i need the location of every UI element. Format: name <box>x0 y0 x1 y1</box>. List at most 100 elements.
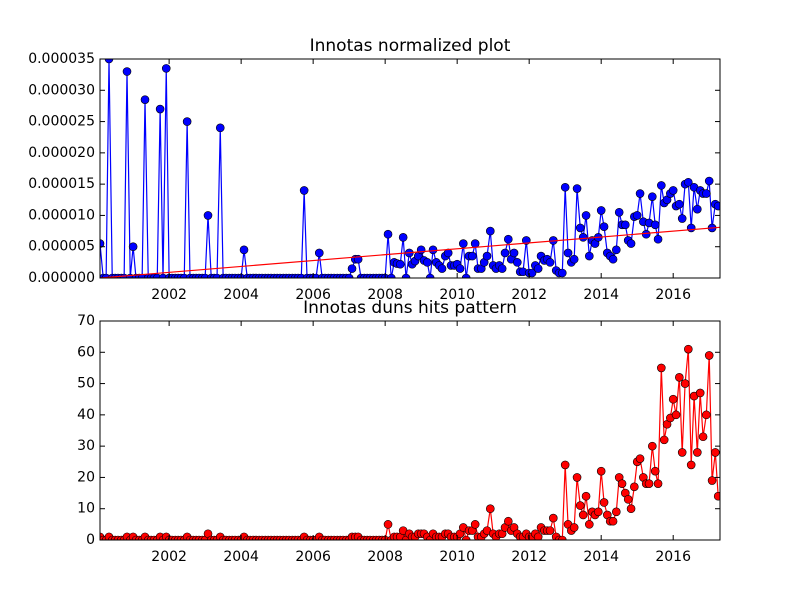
marker <box>596 206 606 215</box>
marker <box>467 251 477 261</box>
marker <box>612 245 621 255</box>
x-tick-label: 2008 <box>367 549 403 565</box>
marker <box>711 448 720 457</box>
y-tick-label: 0.000010 <box>28 207 95 223</box>
marker <box>668 186 678 195</box>
marker <box>104 59 114 64</box>
marker <box>659 435 669 445</box>
marker <box>617 479 627 488</box>
marker <box>599 498 609 507</box>
marker <box>671 410 681 420</box>
marker <box>548 513 558 523</box>
marker <box>155 104 165 114</box>
y-tick-label: 40 <box>77 407 95 423</box>
marker <box>572 473 582 482</box>
marker <box>458 239 468 248</box>
marker <box>395 259 405 269</box>
marker <box>416 245 426 255</box>
marker <box>569 254 579 264</box>
marker <box>461 273 471 278</box>
marker <box>527 268 537 278</box>
marker <box>608 516 618 526</box>
marker <box>650 466 660 476</box>
marker <box>437 264 447 273</box>
marker <box>299 186 309 195</box>
marker <box>545 258 555 267</box>
marker <box>182 117 192 126</box>
marker <box>558 535 567 540</box>
marker <box>239 245 249 255</box>
marker <box>128 242 138 252</box>
x-tick-label: 2002 <box>151 287 187 303</box>
marker <box>585 251 594 261</box>
marker <box>648 192 657 201</box>
y-tick-label: 60 <box>77 344 95 360</box>
marker <box>614 208 624 217</box>
y-tick-label: 10 <box>77 501 95 517</box>
marker <box>422 258 432 267</box>
marker <box>470 520 480 529</box>
x-tick-label: 2016 <box>655 287 691 303</box>
marker <box>684 344 693 354</box>
x-tick-label: 2010 <box>439 549 475 565</box>
marker <box>612 507 621 517</box>
marker <box>314 248 324 258</box>
marker <box>215 123 225 133</box>
marker <box>497 264 507 273</box>
marker <box>140 95 150 104</box>
marker <box>485 226 495 236</box>
marker <box>347 264 357 273</box>
marker <box>684 177 693 187</box>
marker <box>557 268 567 278</box>
marker <box>698 432 708 442</box>
marker <box>578 233 588 242</box>
x-tick-label: 2004 <box>223 287 259 303</box>
marker <box>702 189 711 198</box>
marker <box>704 176 714 186</box>
axes-frame <box>99 58 721 279</box>
marker <box>641 229 651 239</box>
marker <box>668 394 678 404</box>
y-tick-label: 0.000000 <box>28 270 95 286</box>
marker <box>560 182 570 192</box>
marker <box>563 248 573 258</box>
x-tick-label: 2002 <box>151 549 187 565</box>
y-tick-label: 0.000035 <box>28 51 95 67</box>
marker <box>161 64 171 73</box>
x-tick-label: 2004 <box>223 549 259 565</box>
x-tick-label: 2006 <box>295 287 331 303</box>
x-tick-label: 2012 <box>511 549 547 565</box>
marker <box>581 211 591 220</box>
marker <box>596 466 606 476</box>
marker <box>594 507 603 517</box>
y-tick-label: 20 <box>77 469 95 485</box>
marker <box>599 222 609 231</box>
marker <box>713 201 720 211</box>
x-tick-label: 2012 <box>511 287 547 303</box>
marker <box>650 220 660 230</box>
marker <box>585 520 594 529</box>
y-tick-label: 0 <box>86 532 95 548</box>
marker <box>509 248 519 258</box>
marker <box>576 223 585 233</box>
marker <box>653 479 663 488</box>
marker <box>707 476 717 485</box>
marker <box>398 233 408 242</box>
marker <box>626 504 636 514</box>
marker <box>386 273 396 278</box>
y-tick-label: 30 <box>77 438 95 454</box>
x-tick-label: 2014 <box>583 287 619 303</box>
marker <box>675 199 684 209</box>
marker <box>657 363 666 373</box>
x-tick-label: 2006 <box>295 549 331 565</box>
marker <box>635 454 645 463</box>
axes-frame <box>99 320 721 541</box>
marker <box>578 510 588 520</box>
marker <box>675 373 684 382</box>
y-tick-label: 0.000030 <box>28 82 95 98</box>
x-tick-label: 2016 <box>655 549 691 565</box>
marker <box>512 258 522 267</box>
marker <box>623 495 633 504</box>
marker <box>545 526 555 535</box>
